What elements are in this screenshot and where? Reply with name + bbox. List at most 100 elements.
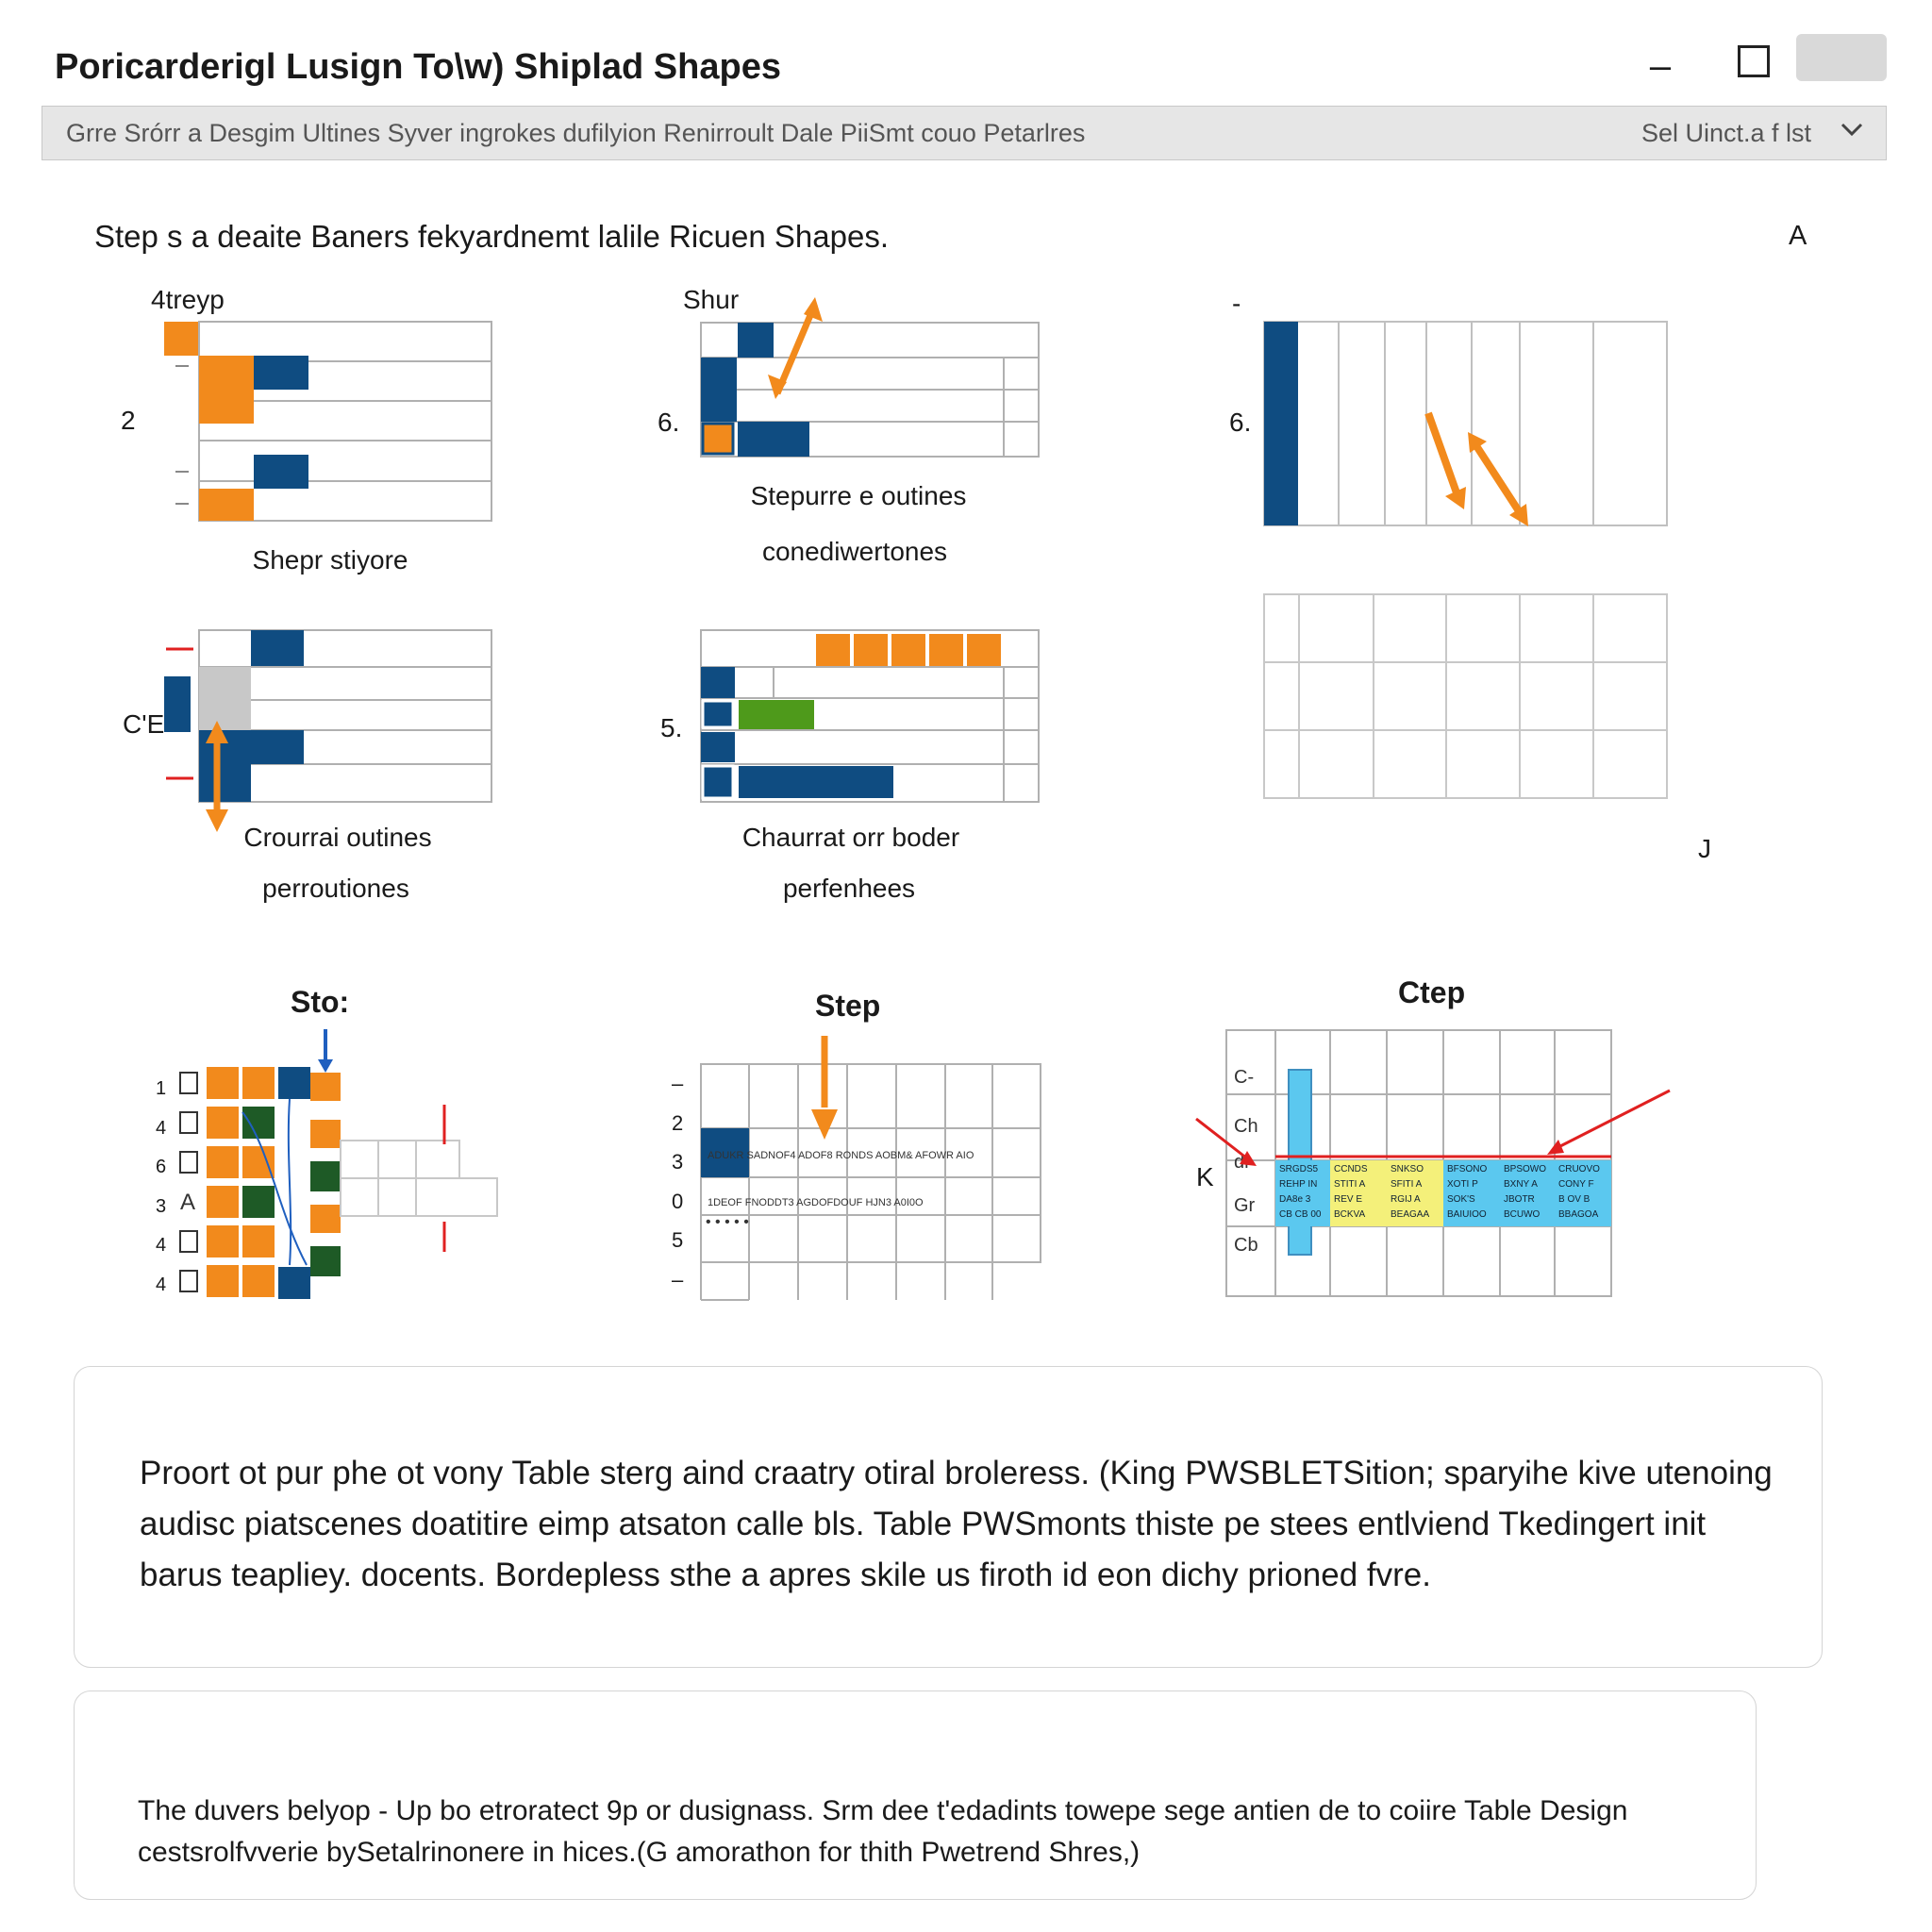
diagram-mid-right — [1263, 593, 1668, 799]
blue-block — [251, 630, 304, 666]
step-diagram-middle: ADUKR SADNOF4 ADOF8 RONDS AOBM& AFOWR AI… — [700, 1036, 1041, 1301]
row-letter: A — [180, 1190, 195, 1215]
step-text-line: 1DEOF FNODDT3 AGDOFDOUF HJN3 A0I0O — [708, 1197, 924, 1208]
green-block — [242, 1107, 275, 1139]
arrow-head — [768, 375, 787, 399]
row-number: – — [672, 1072, 684, 1095]
diagram-caption: conediwertones — [761, 537, 948, 566]
diagram-caption: Stepurre e outines — [750, 481, 967, 510]
arrow-head — [318, 1059, 333, 1073]
cyan-cell — [1275, 1160, 1330, 1226]
arrow-head — [804, 297, 823, 322]
grid-frame — [1263, 321, 1668, 526]
cell-text: CCNDS — [1334, 1164, 1368, 1174]
diagram-caption: perroutiones — [262, 874, 409, 903]
row-label: 6. — [658, 408, 680, 437]
chevron-down-icon[interactable] — [1840, 115, 1864, 143]
blue-block — [251, 730, 304, 764]
cell-text: BCUWO — [1504, 1209, 1541, 1220]
blue-block — [701, 764, 735, 800]
row-number: 4 — [156, 1117, 167, 1139]
diagram-top-right — [1263, 321, 1668, 526]
step-text-line: ADUKR SADNOF4 ADOF8 RONDS AOBM& AFOWR AI… — [708, 1150, 974, 1161]
blue-block — [278, 1067, 310, 1099]
dotted-leader: • • • • • — [706, 1214, 749, 1230]
orange-block — [207, 1186, 239, 1218]
arrow-head — [1509, 504, 1528, 526]
arrow-head — [206, 809, 228, 832]
diagram-caption: Shepr stiyore — [252, 545, 408, 575]
toolbar-select[interactable]: Sel Uinct.a f lst — [1641, 119, 1812, 147]
cell-text: CONY F — [1558, 1179, 1594, 1190]
yellow-cell — [1330, 1160, 1443, 1226]
diagram-title: 4treyp — [151, 285, 225, 314]
blue-block — [738, 323, 774, 358]
checkbox-icon[interactable] — [179, 1270, 198, 1292]
arrow-line — [1557, 1089, 1671, 1149]
minimize-icon: – — [1649, 44, 1672, 87]
grid-frame — [700, 1063, 1041, 1263]
green-block — [310, 1161, 341, 1191]
arrow-head — [1445, 487, 1466, 509]
step-diagram-left: A — [179, 1029, 498, 1299]
blue-block — [164, 676, 191, 732]
blue-block — [254, 356, 308, 390]
blue-block — [254, 455, 308, 489]
blue-block — [701, 699, 735, 729]
diagram-top-middle — [700, 297, 1040, 458]
note-panel — [74, 1690, 1757, 1900]
orange-block — [207, 1146, 239, 1178]
step-title: Step — [815, 989, 881, 1023]
toolbar-text: Grre Srórr a Desgim Ultines Syver ingrok… — [66, 119, 1086, 147]
arrow-head — [1468, 432, 1487, 453]
diagram-top-left — [164, 321, 492, 522]
orange-block — [242, 1225, 275, 1257]
cell-text: RGIJ A — [1391, 1194, 1421, 1205]
orange-block — [242, 1067, 275, 1099]
blue-block — [701, 1128, 749, 1177]
diagram-title: - — [1232, 289, 1241, 318]
orange-block — [854, 634, 888, 666]
cell-text: JBOTR — [1504, 1194, 1535, 1205]
green-block — [310, 1246, 341, 1276]
orange-block — [199, 489, 254, 521]
orange-block — [199, 356, 254, 390]
checkbox-icon[interactable] — [179, 1111, 198, 1134]
orange-block — [242, 1146, 275, 1178]
connector-line — [287, 1098, 292, 1266]
cell-text: BXNY A — [1504, 1179, 1538, 1190]
grid-frame — [1263, 593, 1668, 799]
arrow-head — [206, 721, 228, 743]
cell-text: REHP IN — [1279, 1179, 1317, 1190]
step-title: Sto: — [291, 985, 350, 1019]
minimize-button[interactable]: – — [1643, 38, 1677, 94]
arrow-head — [811, 1109, 838, 1140]
checkbox-icon[interactable] — [179, 1151, 198, 1174]
cell-text: CRUOVO — [1558, 1164, 1600, 1174]
close-button[interactable] — [1796, 34, 1887, 81]
orange-block — [207, 1225, 239, 1257]
blue-bar — [739, 766, 893, 798]
grid-frame — [340, 1140, 460, 1179]
diagram-mid-middle — [700, 629, 1040, 803]
page-heading: Step s a deaite Baners fekyardnemt lalil… — [94, 219, 889, 254]
row-label: 6. — [1229, 408, 1252, 437]
checkbox-icon[interactable] — [179, 1230, 198, 1253]
row-number: 4 — [156, 1235, 167, 1257]
cell-text: REV E — [1334, 1194, 1362, 1205]
blue-block — [701, 732, 735, 762]
orange-block — [816, 634, 850, 666]
orange-block — [207, 1067, 239, 1099]
toolbar — [42, 106, 1887, 160]
row-number: 1 — [156, 1078, 167, 1099]
grid-frame — [340, 1177, 498, 1217]
note-paragraph: The duvers belyop - Up bo etroratect 9p … — [138, 1762, 1741, 1902]
diagram-title: Shur — [683, 285, 740, 314]
step-title: Ctep — [1398, 975, 1466, 1009]
orange-block — [207, 1265, 239, 1297]
orange-block — [207, 1107, 239, 1139]
row-number: 4 — [156, 1274, 167, 1295]
orange-block — [199, 390, 254, 424]
maximize-button[interactable] — [1738, 45, 1770, 77]
checkbox-icon[interactable] — [179, 1072, 198, 1094]
